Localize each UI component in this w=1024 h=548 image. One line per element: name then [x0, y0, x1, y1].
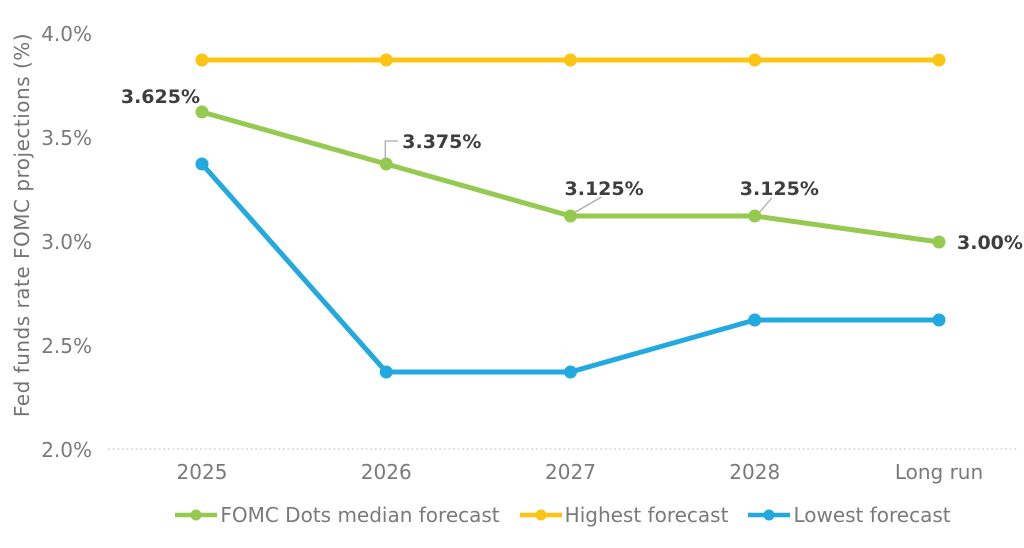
data-point: [379, 53, 393, 67]
chart-legend: FOMC Dots median forecast Highest forecas…: [104, 503, 1020, 527]
y-tick-label: 4.0%: [41, 22, 92, 46]
legend-label: Highest forecast: [564, 503, 729, 527]
data-point: [195, 157, 209, 171]
label-leader-line: [575, 196, 602, 213]
data-point: [748, 53, 762, 67]
y-tick-label: 3.5%: [41, 126, 92, 150]
y-tick-label: 2.5%: [41, 334, 92, 358]
data-label: 3.00%: [957, 232, 1023, 254]
data-label: 3.125%: [740, 178, 819, 200]
legend-item-2[interactable]: Lowest forecast: [746, 503, 951, 527]
legend-marker-icon: [519, 509, 562, 521]
data-point: [195, 53, 209, 67]
legend-item-0[interactable]: FOMC Dots median forecast: [173, 503, 500, 527]
data-point: [379, 365, 393, 379]
label-leader-line: [384, 140, 399, 160]
y-tick-label: 2.0%: [41, 438, 92, 462]
y-tick-label: 3.0%: [41, 230, 92, 254]
legend-label: Lowest forecast: [793, 503, 951, 527]
x-tick-label: 2028: [729, 460, 780, 484]
x-tick-label: Long run: [895, 460, 983, 484]
data-label: 3.125%: [565, 178, 644, 200]
data-point: [379, 157, 393, 171]
legend-marker-icon: [748, 509, 791, 521]
legend-marker-icon: [175, 509, 218, 521]
data-point: [748, 209, 762, 223]
data-point: [195, 105, 209, 119]
y-axis-title: Fed funds rate FOMC projections (%): [10, 32, 34, 418]
label-leader-line: [759, 197, 773, 213]
legend-label: FOMC Dots median forecast: [220, 503, 500, 527]
data-point: [564, 365, 577, 379]
data-point: [564, 53, 577, 67]
data-point: [932, 53, 946, 67]
legend-item-1[interactable]: Highest forecast: [518, 503, 729, 527]
data-point: [932, 313, 946, 327]
x-tick-label: 2026: [361, 460, 412, 484]
data-point: [932, 235, 946, 249]
x-tick-label: 2027: [545, 460, 596, 484]
data-label: 3.375%: [402, 131, 481, 153]
data-point: [748, 313, 762, 327]
x-tick-label: 2025: [177, 460, 228, 484]
data-point: [564, 209, 577, 223]
data-label: 3.625%: [121, 86, 200, 108]
